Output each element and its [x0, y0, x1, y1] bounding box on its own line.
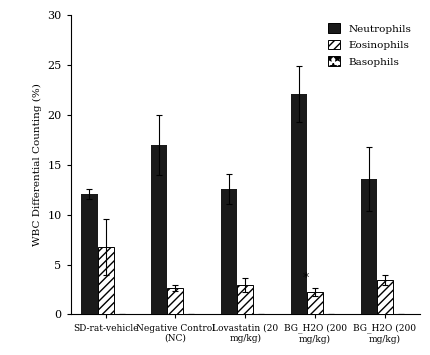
Bar — [114, 314, 129, 315]
Y-axis label: WBC Differential Counting (%): WBC Differential Counting (%) — [33, 83, 42, 246]
Bar — [290, 94, 306, 315]
Bar — [237, 285, 253, 315]
Bar — [360, 179, 376, 315]
Legend: Neutrophils, Eosinophils, Basophils: Neutrophils, Eosinophils, Basophils — [324, 20, 414, 70]
Bar — [97, 247, 114, 315]
Bar — [151, 145, 167, 315]
Bar — [81, 194, 97, 315]
Bar — [392, 314, 408, 315]
Text: *: * — [302, 271, 308, 284]
Bar — [221, 189, 237, 315]
Bar — [322, 314, 338, 315]
Bar — [253, 314, 269, 315]
Bar — [306, 291, 322, 315]
Bar — [167, 288, 183, 315]
Bar — [183, 314, 199, 315]
Bar — [376, 280, 392, 315]
